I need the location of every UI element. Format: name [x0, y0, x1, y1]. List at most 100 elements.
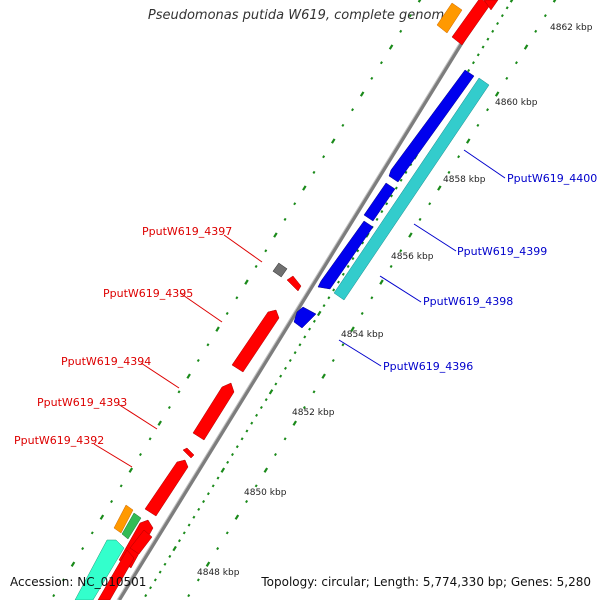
- minor-tick: [226, 460, 230, 464]
- gene-4398-bar[interactable]: [333, 77, 490, 301]
- minor-tick: [283, 437, 287, 441]
- outer-tick-track: [187, 0, 557, 598]
- minor-tick: [255, 413, 259, 417]
- scale-labels: 4848 kbp 4850 kbp 4852 kbp 4854 kbp 4856…: [197, 23, 593, 578]
- minor-tick: [192, 515, 196, 519]
- major-tick: [99, 514, 105, 520]
- minor-tick: [337, 280, 340, 284]
- minor-tick: [534, 29, 538, 33]
- minor-tick: [496, 21, 500, 26]
- gene-label-reverse[interactable]: PputW619_4399: [457, 245, 547, 258]
- gene-label-forward[interactable]: PputW619_4394: [61, 355, 151, 368]
- gene-4394-arrow[interactable]: [192, 382, 235, 441]
- gene-4399-arrow[interactable]: [317, 220, 374, 290]
- minor-tick: [235, 445, 239, 449]
- gene-4397-small[interactable]: [286, 275, 302, 292]
- major-tick: [321, 373, 326, 379]
- leader-4399: [413, 223, 457, 252]
- lower-red-feature-3[interactable]: [129, 529, 153, 555]
- map-title: Pseudomonas putida W619, complete genome: [147, 8, 453, 23]
- minor-tick: [356, 249, 360, 253]
- minor-tick: [284, 366, 287, 370]
- minor-tick: [168, 554, 172, 558]
- minor-tick: [138, 452, 142, 457]
- major-tick: [494, 91, 500, 97]
- minor-tick: [81, 547, 85, 551]
- major-tick: [417, 0, 422, 3]
- inner-tick-track: [52, 0, 422, 598]
- minor-tick: [476, 123, 480, 127]
- leader-4394: [140, 362, 180, 389]
- leader-4398: [379, 275, 422, 303]
- gene-label-forward[interactable]: PputW619_4393: [37, 396, 127, 409]
- lower-red-feature-2[interactable]: [97, 549, 135, 600]
- minor-tick: [327, 296, 331, 300]
- minor-tick: [491, 29, 495, 33]
- leader-4393: [117, 403, 158, 430]
- gene-label-forward[interactable]: PputW619_4392: [14, 434, 104, 447]
- minor-tick: [273, 452, 277, 457]
- minor-tick: [385, 202, 389, 206]
- gene-4392-arrow[interactable]: [144, 459, 189, 517]
- minor-tick: [312, 390, 316, 394]
- major-tick: [466, 138, 471, 144]
- minor-tick: [331, 358, 335, 363]
- gene-4393-small[interactable]: [182, 447, 195, 459]
- minor-tick: [351, 108, 355, 112]
- gene-4396-arrow[interactable]: [293, 306, 317, 329]
- gene-4400-arrow-tail[interactable]: [363, 182, 396, 222]
- label-leaders: [93, 149, 506, 468]
- top-orange-feature[interactable]: [436, 2, 463, 34]
- minor-tick: [404, 170, 408, 174]
- genome-summary-text: Topology: circular; Length: 5,774,330 bp…: [261, 575, 591, 589]
- major-tick: [186, 373, 191, 379]
- minor-tick: [187, 594, 191, 598]
- minor-tick: [467, 68, 471, 73]
- scale-label: 4852 kbp: [292, 408, 335, 418]
- minor-tick: [245, 429, 249, 433]
- gray-feature[interactable]: [272, 262, 288, 278]
- gene-label-forward[interactable]: PputW619_4395: [103, 287, 193, 300]
- minor-tick: [322, 304, 326, 308]
- minor-tick: [360, 311, 364, 316]
- gene-label-reverse[interactable]: PputW619_4400: [507, 172, 597, 185]
- minor-tick: [177, 539, 181, 543]
- minor-tick: [144, 594, 148, 598]
- major-tick: [292, 420, 297, 426]
- leader-4397: [223, 234, 263, 263]
- gene-4395-arrow[interactable]: [231, 309, 280, 373]
- lower-green-feature[interactable]: [121, 512, 142, 540]
- minor-tick: [332, 288, 336, 292]
- gene-label-reverse[interactable]: PputW619_4398: [423, 295, 513, 308]
- scale-label: 4850 kbp: [244, 488, 287, 498]
- minor-tick: [308, 327, 312, 331]
- lower-teal-feature[interactable]: [74, 539, 125, 600]
- minor-tick: [543, 14, 547, 18]
- major-tick: [244, 279, 249, 285]
- minor-tick: [225, 311, 229, 316]
- minor-tick: [312, 170, 316, 174]
- minor-tick: [211, 484, 215, 488]
- minor-tick: [399, 249, 403, 253]
- top-red-feature-2[interactable]: [483, 0, 499, 11]
- reverse-strand-features: [293, 0, 499, 329]
- minor-tick: [298, 343, 302, 347]
- gene-4400-arrow[interactable]: [388, 69, 475, 183]
- minor-tick: [158, 570, 162, 574]
- major-tick: [234, 514, 240, 520]
- minor-tick: [225, 531, 229, 535]
- minor-tick: [390, 194, 393, 198]
- minor-tick: [110, 499, 114, 504]
- major-tick: [70, 561, 76, 567]
- major-tick: [268, 389, 274, 395]
- gene-label-reverse[interactable]: PputW619_4396: [383, 360, 473, 373]
- scale-label: 4854 kbp: [341, 330, 384, 340]
- minor-tick: [197, 507, 201, 511]
- lower-orange-feature[interactable]: [113, 504, 134, 534]
- major-tick: [215, 326, 220, 332]
- scale-label: 4856 kbp: [391, 252, 434, 262]
- minor-tick: [447, 170, 451, 174]
- gene-label-forward[interactable]: PputW619_4397: [142, 225, 232, 238]
- minor-tick: [279, 374, 283, 378]
